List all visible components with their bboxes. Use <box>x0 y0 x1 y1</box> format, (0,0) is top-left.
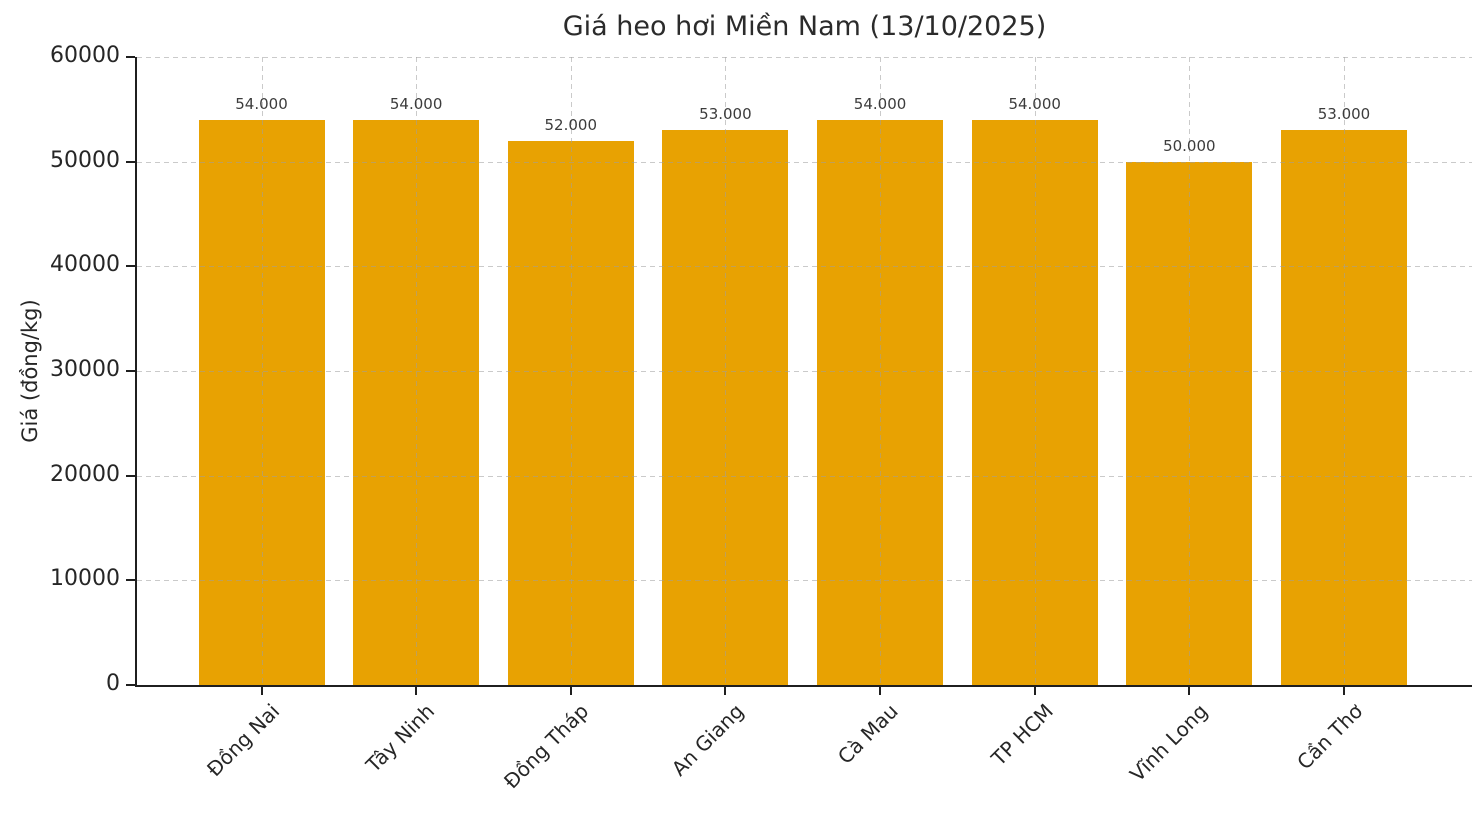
x-tick-mark <box>415 687 418 695</box>
y-gridline <box>137 161 1472 163</box>
bar-value-label: 54.000 <box>389 94 443 113</box>
x-gridline <box>570 57 572 685</box>
bar-value-label: 54.000 <box>1008 94 1061 113</box>
bar-value-label: 53.000 <box>1317 105 1371 124</box>
x-axis-line <box>135 685 1472 687</box>
y-tick-label: 10000 <box>50 566 120 592</box>
x-tick-mark <box>569 687 572 695</box>
y-tick-mark <box>126 160 135 163</box>
y-gridline <box>137 580 1472 582</box>
bar-value-label: 53.000 <box>699 105 752 124</box>
x-tick-label: TP HCM <box>986 699 1058 771</box>
x-tick-label: Cà Mau <box>833 699 904 769</box>
x-tick-mark <box>1342 687 1345 695</box>
y-axis-line <box>135 57 137 687</box>
x-gridline <box>261 57 263 685</box>
x-tick-mark <box>260 687 263 695</box>
bar-value-label: 54.000 <box>235 94 288 113</box>
y-tick-label: 0 <box>106 671 120 696</box>
y-tick-mark <box>126 56 135 58</box>
x-tick-mark <box>724 687 727 695</box>
y-tick-mark <box>126 370 135 372</box>
y-tick-label: 60000 <box>50 43 120 68</box>
x-tick-mark <box>1188 687 1191 695</box>
y-tick-mark <box>126 579 135 582</box>
y-axis-label: Giá (đồng/kg) <box>18 299 42 443</box>
x-tick-label: Cần Thơ <box>1291 699 1367 775</box>
x-tick-mark <box>1033 687 1036 695</box>
y-tick-mark <box>126 474 135 477</box>
chart-title: Giá heo hơi Miền Nam (13/10/2025) <box>562 11 1047 42</box>
y-gridline <box>137 475 1472 477</box>
y-tick-mark <box>126 265 135 268</box>
bar-value-label: 50.000 <box>1163 136 1216 155</box>
y-gridline <box>137 371 1472 372</box>
y-tick-label: 50000 <box>50 147 120 173</box>
y-gridline <box>137 266 1472 268</box>
x-gridline <box>1034 57 1036 685</box>
x-gridline <box>416 57 418 685</box>
x-tick-label: Vĩnh Long <box>1125 699 1213 787</box>
y-tick-label: 30000 <box>50 357 120 382</box>
x-gridline <box>880 57 882 685</box>
x-tick-label: An Giang <box>666 699 749 781</box>
x-gridline <box>1343 57 1345 685</box>
bar-value-label: 54.000 <box>853 94 907 113</box>
x-tick-mark <box>879 687 882 695</box>
x-tick-label: Tây Ninh <box>361 699 440 777</box>
y-tick-mark <box>126 684 135 686</box>
x-tick-label: Đồng Nai <box>202 699 285 782</box>
y-tick-label: 20000 <box>50 461 120 487</box>
y-gridline <box>137 57 1472 58</box>
x-tick-label: Đồng Tháp <box>499 699 594 794</box>
bar-value-label: 52.000 <box>544 115 598 134</box>
x-gridline <box>725 57 727 685</box>
y-tick-label: 40000 <box>50 252 120 278</box>
x-gridline <box>1189 57 1191 685</box>
